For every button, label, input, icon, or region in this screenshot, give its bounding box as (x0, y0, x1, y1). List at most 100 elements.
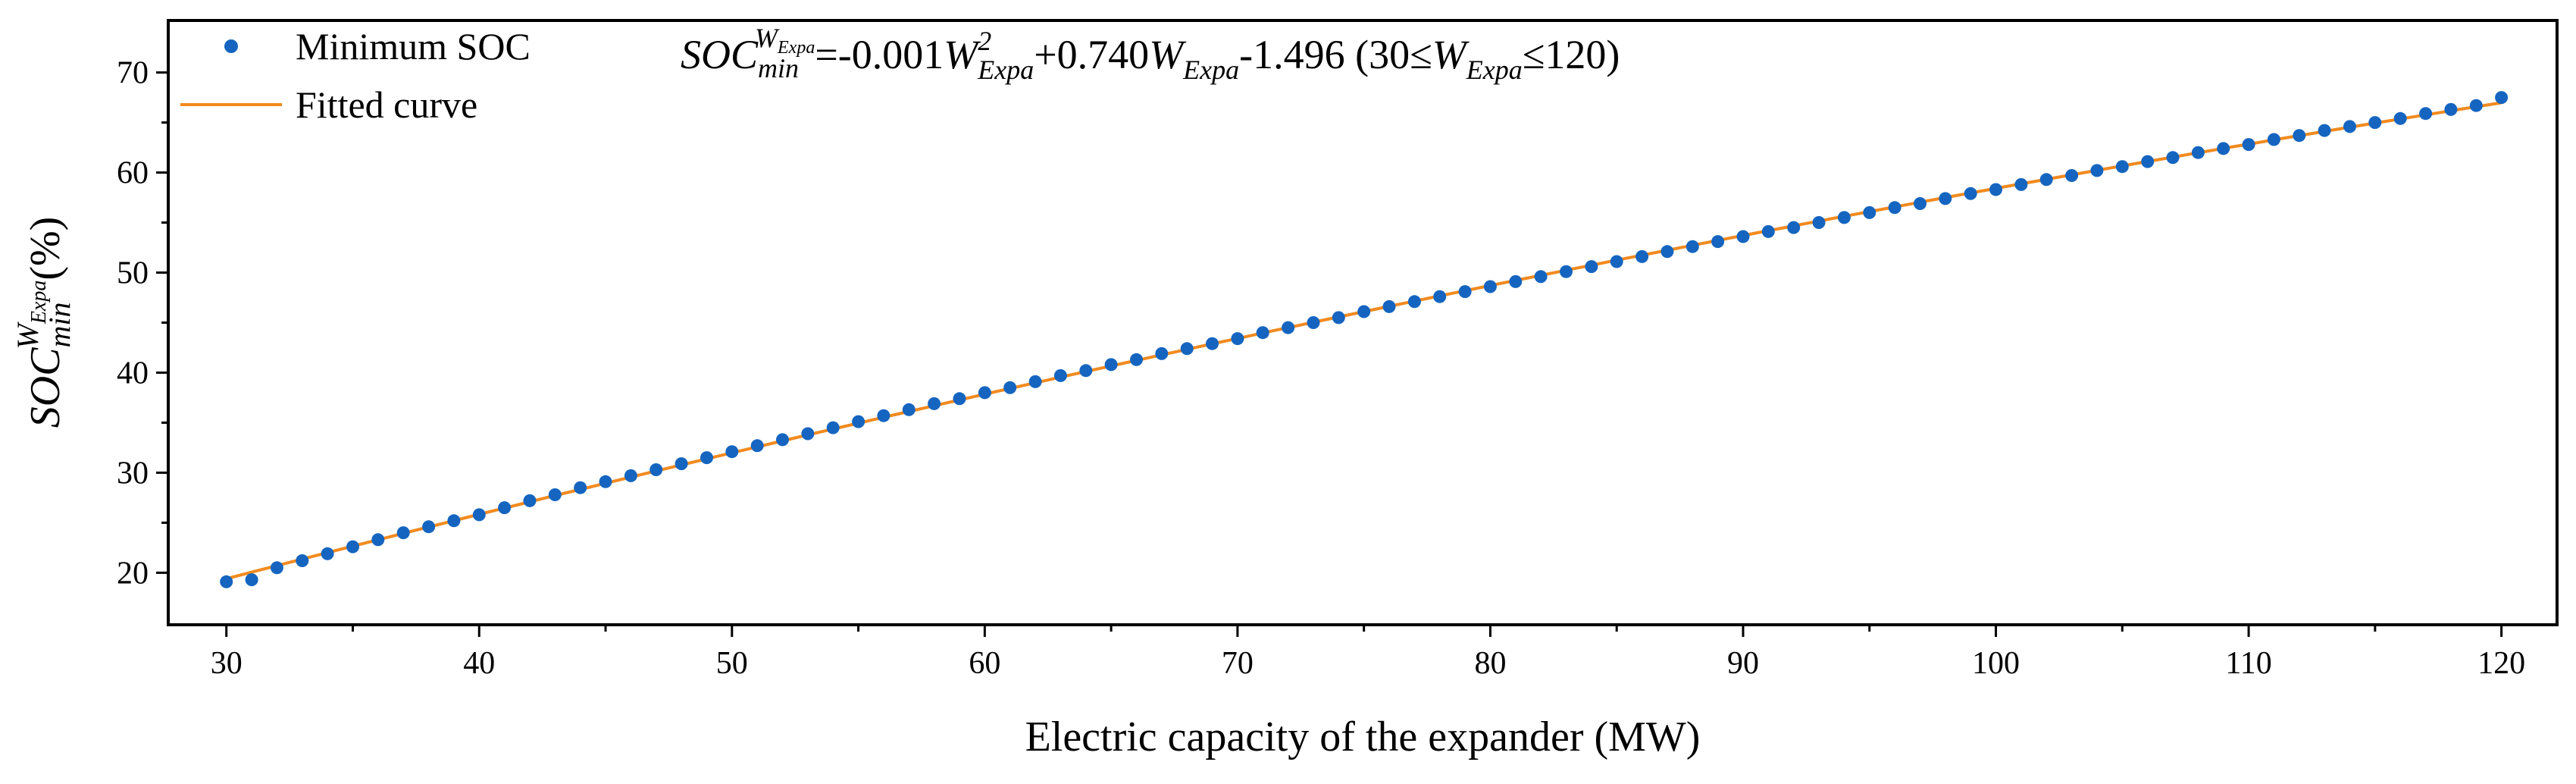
data-point-58 (928, 397, 941, 410)
data-point-32 (270, 561, 283, 575)
data-point-113 (2318, 124, 2331, 137)
data-point-54 (826, 421, 840, 434)
x-axis-title: Electric capacity of the expander (MW) (1025, 713, 1701, 760)
data-point-63 (1053, 368, 1067, 382)
eq-coef-b: +0.740 (1034, 32, 1149, 77)
data-point-68 (1180, 342, 1194, 356)
x-tick-label-110: 110 (2225, 646, 2271, 681)
y-axis-title-sub: min (42, 303, 77, 348)
data-point-94 (1837, 211, 1851, 224)
data-point-79 (1458, 285, 1472, 299)
data-point-103 (2065, 169, 2079, 182)
eq-coef-c: -1.496 (30≤ (1239, 32, 1432, 77)
data-point-111 (2267, 133, 2280, 146)
data-point-91 (1761, 224, 1775, 238)
data-point-102 (2039, 173, 2053, 187)
data-point-34 (321, 547, 334, 560)
y-axis-title-suffix: (%) (22, 217, 69, 281)
y-axis-title-sup: W (11, 321, 45, 350)
x-tick-label-70: 70 (1222, 646, 1254, 681)
data-point-41 (498, 501, 512, 515)
data-point-46 (624, 469, 637, 482)
data-point-115 (2368, 116, 2382, 130)
fit-layer (226, 101, 2502, 581)
data-point-74 (1332, 311, 1345, 325)
data-point-87 (1660, 245, 1674, 259)
data-point-73 (1307, 316, 1320, 329)
data-point-40 (472, 508, 486, 522)
data-point-77 (1407, 295, 1421, 309)
data-point-72 (1282, 321, 1295, 334)
data-point-119 (2469, 99, 2483, 112)
data-point-43 (548, 488, 562, 501)
data-point-51 (750, 439, 764, 453)
eq-sub2: Expa (1182, 55, 1239, 85)
data-point-109 (2217, 142, 2230, 155)
data-point-64 (1079, 364, 1093, 378)
eq-lhs-supsub: Expa (777, 38, 815, 58)
points-layer (220, 91, 2509, 588)
x-tick-label-90: 90 (1727, 646, 1759, 681)
data-point-112 (2293, 129, 2306, 143)
y-axis-title: SOCminWExpa(%) (11, 217, 77, 428)
eq-w1: W (944, 32, 981, 77)
data-point-37 (396, 526, 410, 540)
data-point-95 (1863, 205, 1876, 219)
y-tick-label-50: 50 (117, 256, 149, 291)
data-point-108 (2191, 146, 2205, 159)
plot-frame (167, 19, 2559, 626)
x-tick-label-60: 60 (969, 646, 1000, 681)
y-tick-label-60: 60 (117, 156, 149, 191)
data-point-50 (725, 445, 739, 459)
x-tick-label-80: 80 (1474, 646, 1506, 681)
x-axis-ticks: 30 40 50 60 70 80 90 100 110 120 (211, 625, 2525, 681)
data-point-71 (1256, 326, 1269, 340)
data-point-110 (2242, 138, 2255, 152)
x-tick-label-40: 40 (463, 646, 495, 681)
data-point-69 (1206, 337, 1219, 350)
y-axis-ticks: 20 30 40 50 60 70 (117, 56, 168, 591)
data-point-70 (1231, 332, 1244, 346)
eq-sub1: Expa (977, 55, 1034, 85)
data-point-66 (1130, 353, 1143, 366)
data-point-116 (2393, 111, 2407, 125)
data-point-85 (1610, 255, 1623, 268)
data-point-55 (852, 415, 865, 428)
x-tick-label-120: 120 (2477, 646, 2525, 681)
data-point-45 (599, 475, 612, 488)
fit-equation: SOCminWExpa=-0.001W2 Expa+0.740WExpa-1.49… (681, 23, 1620, 85)
data-point-75 (1357, 305, 1371, 318)
data-point-83 (1560, 265, 1573, 278)
data-point-104 (2090, 164, 2104, 177)
data-point-90 (1736, 230, 1750, 243)
data-point-59 (953, 392, 966, 406)
data-point-44 (574, 481, 587, 494)
y-axis-title-supsub: Expa (27, 281, 51, 325)
x-tick-label-100: 100 (1972, 646, 2020, 681)
y-tick-label-20: 20 (117, 556, 149, 591)
data-point-99 (1964, 187, 1977, 200)
data-point-31 (245, 573, 258, 587)
data-point-93 (1812, 216, 1826, 229)
data-point-107 (2166, 151, 2180, 165)
data-point-48 (675, 457, 688, 471)
data-point-36 (371, 533, 385, 547)
data-point-53 (801, 427, 815, 441)
y-tick-label-70: 70 (117, 56, 149, 91)
data-point-86 (1635, 249, 1649, 263)
data-point-81 (1509, 274, 1523, 288)
data-point-42 (523, 494, 537, 507)
eq-lhs-sub: min (758, 53, 799, 83)
data-point-97 (1914, 197, 1927, 210)
y-tick-label-40: 40 (117, 356, 149, 390)
data-point-47 (649, 463, 663, 476)
y-tick-label-30: 30 (117, 456, 149, 491)
data-point-35 (346, 540, 359, 554)
data-point-120 (2495, 91, 2509, 105)
eq-range-end: ≤120) (1523, 32, 1620, 77)
data-point-52 (776, 433, 789, 447)
eq-w2: W (1149, 32, 1187, 77)
data-point-118 (2444, 102, 2458, 116)
data-point-117 (2419, 107, 2433, 121)
